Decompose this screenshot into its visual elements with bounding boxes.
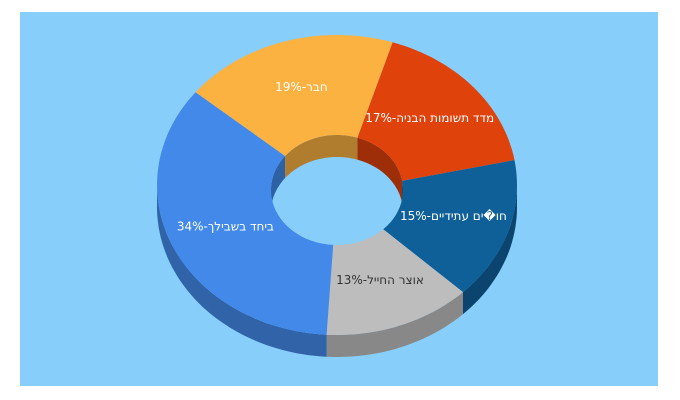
- slice-inner-side: [357, 137, 403, 203]
- slice: [383, 160, 517, 293]
- slice: [357, 42, 515, 181]
- slice-side: [463, 185, 517, 315]
- slice: [195, 35, 393, 156]
- slice: [326, 229, 463, 335]
- data-label: מדד תשומות הבניה-17%: [365, 111, 494, 125]
- slice: [157, 92, 334, 335]
- slice-inner-side: [285, 135, 358, 178]
- slice-inner-side: [271, 156, 286, 212]
- slice-side: [326, 292, 463, 357]
- data-label: חבר-19%: [275, 80, 328, 94]
- data-label: חו�ים עתידיים-15%: [400, 209, 507, 223]
- slice-side: [157, 185, 327, 357]
- data-label: אוצר החייל-13%: [336, 273, 424, 287]
- data-label: ביחד בשבילך-34%: [177, 219, 274, 233]
